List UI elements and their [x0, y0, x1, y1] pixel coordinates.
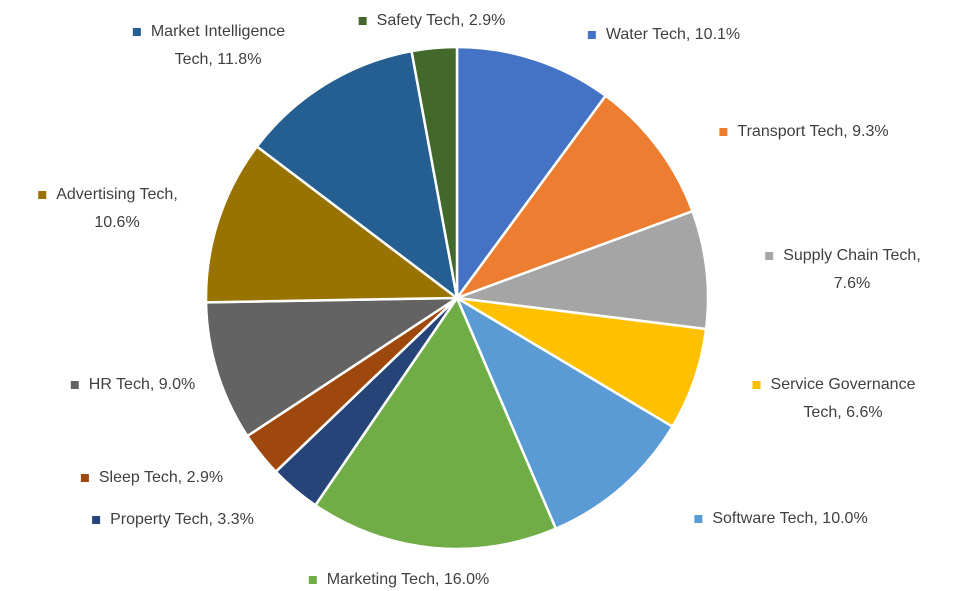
label-marker	[694, 515, 703, 523]
label-marker	[132, 28, 141, 36]
label-marker	[308, 576, 317, 584]
slice	[204, 296, 462, 438]
label-line: Supply Chain Tech,	[783, 247, 921, 264]
data-label: Water Tech, 10.1%	[606, 26, 740, 43]
label-marker	[358, 17, 367, 25]
slice	[456, 209, 710, 331]
data-label: Software Tech, 10.0%	[712, 510, 867, 527]
label-line: Tech, 11.8%	[175, 51, 262, 68]
data-label: Supply Chain Tech, 7.6%	[783, 247, 921, 292]
label-marker	[80, 474, 89, 482]
label-marker	[38, 191, 47, 199]
label-marker	[587, 31, 596, 39]
label-line: Tech, 6.6%	[803, 404, 882, 421]
label-line: 10.6%	[94, 214, 139, 231]
label-line: Service Governance	[771, 376, 916, 393]
label-marker	[92, 516, 101, 524]
slices	[204, 45, 710, 551]
slice	[313, 295, 558, 551]
label-line: Market Intelligence	[151, 23, 285, 40]
data-label: Service Governance Tech, 6.6%	[771, 376, 916, 421]
label-marker	[765, 252, 774, 260]
data-label: Safety Tech, 2.9%	[377, 12, 506, 29]
data-label: Marketing Tech, 16.0%	[327, 571, 489, 588]
label-marker	[752, 381, 761, 389]
label-marker	[719, 128, 728, 136]
data-label: Property Tech, 3.3%	[110, 511, 254, 528]
slice	[455, 45, 608, 302]
data-label: Sleep Tech, 2.9%	[99, 469, 223, 486]
label-line: Advertising Tech,	[56, 186, 178, 203]
data-label: Market Intelligence Tech, 11.8%	[151, 23, 285, 68]
slice	[255, 49, 459, 301]
label-marker	[70, 381, 79, 389]
slice	[453, 94, 695, 301]
label-line: 7.6%	[834, 275, 870, 292]
slice	[454, 294, 675, 531]
slice	[410, 45, 459, 299]
data-label: Advertising Tech, 10.6%	[56, 186, 178, 231]
data-label: Transport Tech, 9.3%	[737, 123, 888, 140]
slice	[204, 144, 461, 304]
data-label: HR Tech, 9.0%	[89, 376, 195, 393]
